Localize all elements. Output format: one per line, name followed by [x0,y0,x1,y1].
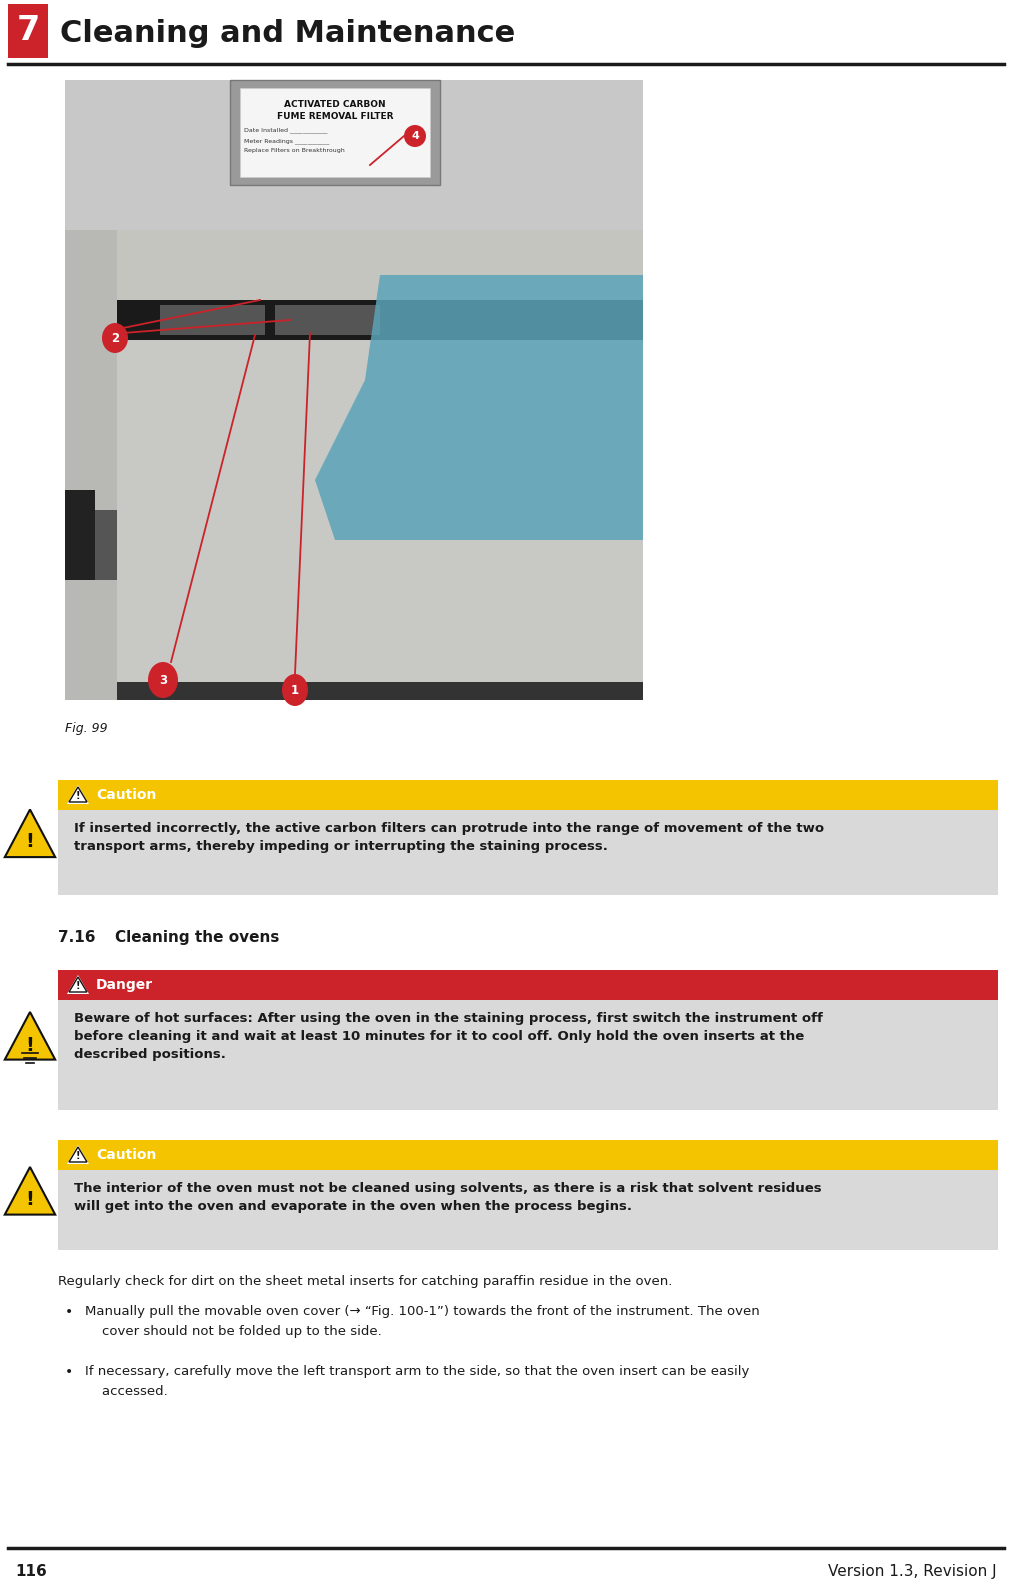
Text: 3: 3 [159,673,167,686]
Text: !: ! [25,1037,34,1056]
FancyBboxPatch shape [65,340,642,700]
Polygon shape [69,978,87,992]
Text: Caution: Caution [96,788,157,802]
Text: •: • [65,1305,73,1319]
FancyBboxPatch shape [240,88,430,177]
Text: Caution: Caution [96,1148,157,1163]
Text: 7: 7 [16,14,39,48]
Polygon shape [67,1145,89,1164]
Text: Beware of hot surfaces: After using the oven in the staining process, first swit: Beware of hot surfaces: After using the … [74,1011,822,1061]
FancyBboxPatch shape [58,1171,997,1250]
Text: •: • [65,1365,73,1380]
Text: accessed.: accessed. [85,1384,168,1397]
FancyBboxPatch shape [65,80,642,700]
Text: 7.16: 7.16 [58,930,95,944]
Polygon shape [69,1147,87,1163]
Text: FUME REMOVAL FILTER: FUME REMOVAL FILTER [276,112,393,121]
FancyBboxPatch shape [65,300,642,340]
FancyBboxPatch shape [65,230,117,700]
Text: Danger: Danger [96,978,153,992]
Text: !: ! [76,981,80,990]
Polygon shape [5,1168,56,1215]
FancyBboxPatch shape [229,80,440,185]
FancyBboxPatch shape [65,230,642,700]
Ellipse shape [282,675,307,707]
Polygon shape [314,274,642,541]
FancyBboxPatch shape [275,305,379,335]
Ellipse shape [102,324,127,352]
Text: The interior of the oven must not be cleaned using solvents, as there is a risk : The interior of the oven must not be cle… [74,1182,821,1214]
Text: Fig. 99: Fig. 99 [65,723,107,735]
Text: !: ! [76,1152,80,1161]
Polygon shape [67,785,89,804]
FancyBboxPatch shape [58,780,997,810]
Text: Cleaning the ovens: Cleaning the ovens [115,930,279,944]
FancyBboxPatch shape [58,970,997,1000]
Text: Version 1.3, Revision J: Version 1.3, Revision J [828,1565,996,1579]
FancyBboxPatch shape [65,510,117,581]
FancyBboxPatch shape [65,490,95,581]
Ellipse shape [403,124,426,147]
Text: cover should not be folded up to the side.: cover should not be folded up to the sid… [85,1325,381,1338]
Text: If inserted incorrectly, the active carbon filters can protrude into the range o: If inserted incorrectly, the active carb… [74,821,823,853]
Text: Cleaning and Maintenance: Cleaning and Maintenance [60,19,515,48]
Ellipse shape [148,662,178,699]
Text: If necessary, carefully move the left transport arm to the side, so that the ove: If necessary, carefully move the left tr… [85,1365,748,1378]
FancyBboxPatch shape [58,1000,997,1110]
Text: ACTIVATED CARBON: ACTIVATED CARBON [284,100,385,108]
Text: 1: 1 [290,684,299,697]
Polygon shape [5,810,56,857]
Text: 116: 116 [15,1565,47,1579]
Text: 4: 4 [410,131,419,140]
Text: !: ! [25,1190,34,1209]
Text: !: ! [76,791,80,801]
FancyBboxPatch shape [65,230,642,300]
Text: !: ! [25,833,34,852]
FancyBboxPatch shape [58,1140,997,1171]
Polygon shape [5,1011,56,1059]
Polygon shape [67,975,89,994]
FancyBboxPatch shape [65,683,642,700]
Text: Replace Filters on Breakthrough: Replace Filters on Breakthrough [244,148,345,153]
Polygon shape [69,786,87,802]
Text: 2: 2 [111,332,119,345]
Text: Date Installed ____________: Date Installed ____________ [244,128,328,132]
Text: Meter Readings ___________: Meter Readings ___________ [244,139,329,144]
FancyBboxPatch shape [58,810,997,895]
FancyBboxPatch shape [8,5,48,57]
Text: Manually pull the movable oven cover (→ “Fig. 100-1”) towards the front of the i: Manually pull the movable oven cover (→ … [85,1305,759,1317]
FancyBboxPatch shape [160,305,265,335]
Text: Regularly check for dirt on the sheet metal inserts for catching paraffin residu: Regularly check for dirt on the sheet me… [58,1274,671,1289]
